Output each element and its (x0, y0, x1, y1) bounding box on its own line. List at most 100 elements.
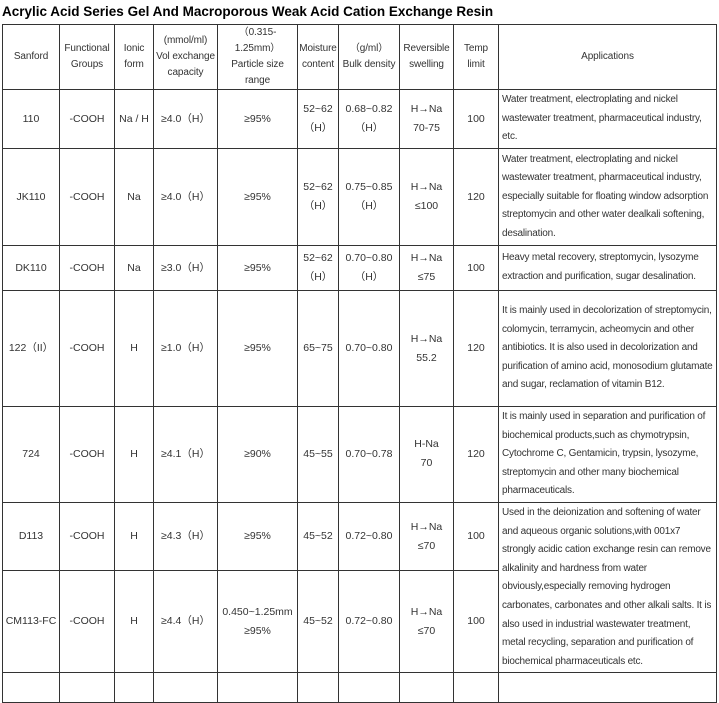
cell-vol-exchange-capacity: ≥4.3（H） (153, 501, 218, 572)
table-row-partial (2, 672, 717, 703)
column-header-ionic-form: Ionic form (114, 24, 154, 90)
cell-functional-groups: -COOH (59, 245, 115, 291)
cell-bulk-density: 0.70~0.80 （H） (338, 245, 400, 291)
cell-applications: Water treatment, electroplating and nick… (498, 148, 717, 246)
cell-reversible-swelling: H→Na 70-75 (399, 89, 454, 149)
cell-applications: It is mainly used in decolorization of s… (498, 290, 717, 407)
cell-applications: It is mainly used in separation and puri… (498, 406, 717, 503)
cell-functional-groups: -COOH (59, 89, 115, 149)
cell-moisture-content: 52~62 （H） (297, 148, 339, 246)
cell-ionic-form: H (114, 570, 154, 674)
cell-bulk-density: 0.75~0.85 （H） (338, 148, 400, 246)
cell-reversible-swelling: H→Na ≤100 (399, 148, 454, 246)
cell-functional-groups: -COOH (59, 406, 115, 503)
cell-empty (217, 672, 298, 703)
cell-applications: Water treatment, electroplating and nick… (498, 89, 717, 149)
cell-reversible-swelling: H→Na 55.2 (399, 290, 454, 407)
cell-functional-groups: -COOH (59, 290, 115, 407)
cell-applications-merged: Used in the deionization and softening o… (498, 501, 717, 674)
cell-empty (399, 672, 454, 703)
column-header-applications: Applications (498, 24, 717, 90)
cell-ionic-form: H (114, 501, 154, 572)
cell-empty (453, 672, 499, 703)
table-row-cm113-fc: CM113-FC -COOH H ≥4.4（H） 0.450~1.25mm ≥9… (2, 570, 717, 674)
cell-moisture-content: 45~52 (297, 570, 339, 674)
cell-temp-limit: 120 (453, 148, 499, 246)
cell-bulk-density: 0.70~0.78 (338, 406, 400, 503)
cell-ionic-form: H (114, 406, 154, 503)
cell-ionic-form: Na (114, 245, 154, 291)
cell-particle-size-range: ≥95% (217, 501, 298, 572)
column-header-functional-groups: Functional Groups (59, 24, 115, 90)
cell-particle-size-range: ≥90% (217, 406, 298, 503)
cell-temp-limit: 100 (453, 89, 499, 149)
cell-reversible-swelling: H-Na 70 (399, 406, 454, 503)
cell-vol-exchange-capacity: ≥4.0（H） (153, 148, 218, 246)
cell-temp-limit: 100 (453, 570, 499, 674)
cell-empty (297, 672, 339, 703)
cell-ionic-form: Na / H (114, 89, 154, 149)
cell-ionic-form: Na (114, 148, 154, 246)
resin-spec-table: Sanford Functional Groups Ionic form (mm… (2, 24, 717, 703)
cell-empty (114, 672, 154, 703)
column-header-particle-size-range: （0.315-1.25mm） Particle size range (217, 24, 298, 90)
column-header-sanford: Sanford (2, 24, 60, 90)
cell-model: D113 (2, 501, 60, 572)
cell-bulk-density: 0.70~0.80 (338, 290, 400, 407)
header-row: Sanford Functional Groups Ionic form (mm… (2, 24, 717, 90)
cell-particle-size-range: ≥95% (217, 89, 298, 149)
cell-reversible-swelling: H→Na ≤70 (399, 501, 454, 572)
table-row-dk110: DK110 -COOH Na ≥3.0（H） ≥95% 52~62 （H） 0.… (2, 245, 717, 291)
cell-reversible-swelling: H→Na ≤70 (399, 570, 454, 674)
cell-particle-size-range: 0.450~1.25mm ≥95% (217, 570, 298, 674)
table-row-110: 110 -COOH Na / H ≥4.0（H） ≥95% 52~62 （H） … (2, 89, 717, 149)
column-header-vol-exchange-capacity: (mmol/ml) Vol exchange capacity (153, 24, 218, 90)
table-row-d113: D113 -COOH H ≥4.3（H） ≥95% 45~52 0.72~0.8… (2, 501, 717, 674)
cell-vol-exchange-capacity: ≥3.0（H） (153, 245, 218, 291)
cell-vol-exchange-capacity: ≥4.4（H） (153, 570, 218, 674)
cell-model: DK110 (2, 245, 60, 291)
cell-particle-size-range: ≥95% (217, 290, 298, 407)
cell-vol-exchange-capacity: ≥1.0（H） (153, 290, 218, 407)
cell-moisture-content: 52~62 （H） (297, 89, 339, 149)
cell-functional-groups: -COOH (59, 501, 115, 572)
cell-temp-limit: 100 (453, 501, 499, 572)
cell-vol-exchange-capacity: ≥4.0（H） (153, 89, 218, 149)
cell-temp-limit: 100 (453, 245, 499, 291)
cell-empty (59, 672, 115, 703)
cell-empty (153, 672, 218, 703)
cell-bulk-density: 0.72~0.80 (338, 570, 400, 674)
cell-model: 122（II） (2, 290, 60, 407)
column-header-temp-limit: Temp limit (453, 24, 499, 90)
cell-empty (498, 672, 717, 703)
cell-bulk-density: 0.68~0.82 （H） (338, 89, 400, 149)
cell-empty (338, 672, 400, 703)
cell-vol-exchange-capacity: ≥4.1（H） (153, 406, 218, 503)
cell-functional-groups: -COOH (59, 570, 115, 674)
cell-moisture-content: 52~62 （H） (297, 245, 339, 291)
cell-particle-size-range: ≥95% (217, 245, 298, 291)
column-header-reversible-swelling: Reversible swelling (399, 24, 454, 90)
table-row-724: 724 -COOH H ≥4.1（H） ≥90% 45~55 0.70~0.78… (2, 406, 717, 503)
cell-functional-groups: -COOH (59, 148, 115, 246)
cell-model: CM113-FC (2, 570, 60, 674)
column-header-bulk-density: （g/ml） Bulk density (338, 24, 400, 90)
cell-moisture-content: 45~55 (297, 406, 339, 503)
cell-reversible-swelling: H→Na ≤75 (399, 245, 454, 291)
table-row-jk110: JK110 -COOH Na ≥4.0（H） ≥95% 52~62 （H） 0.… (2, 148, 717, 246)
page-title: Acrylic Acid Series Gel And Macroporous … (2, 4, 494, 19)
column-header-moisture-content: Moisture content (297, 24, 339, 90)
cell-applications: Heavy metal recovery, streptomycin, lyso… (498, 245, 717, 291)
cell-particle-size-range: ≥95% (217, 148, 298, 246)
cell-model: 110 (2, 89, 60, 149)
cell-ionic-form: H (114, 290, 154, 407)
cell-model: 724 (2, 406, 60, 503)
cell-temp-limit: 120 (453, 290, 499, 407)
table-row-122-ii: 122（II） -COOH H ≥1.0（H） ≥95% 65~75 0.70~… (2, 290, 717, 407)
cell-bulk-density: 0.72~0.80 (338, 501, 400, 572)
cell-model: JK110 (2, 148, 60, 246)
cell-temp-limit: 120 (453, 406, 499, 503)
cell-moisture-content: 45~52 (297, 501, 339, 572)
cell-empty (2, 672, 60, 703)
cell-moisture-content: 65~75 (297, 290, 339, 407)
